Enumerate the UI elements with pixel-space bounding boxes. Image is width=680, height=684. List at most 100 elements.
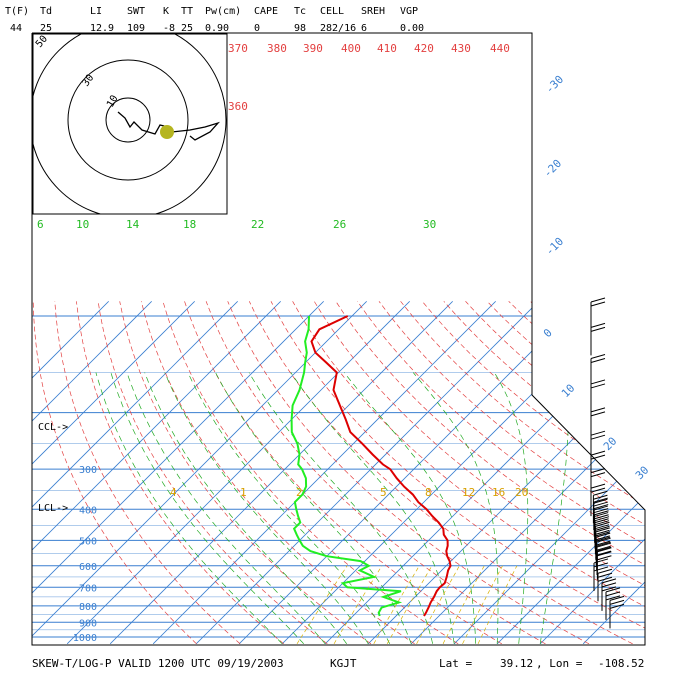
mixratio-label-0: 4 [170, 486, 177, 499]
dry-adiabat-290 [163, 301, 458, 644]
grid-layer [0, 301, 680, 644]
pressure-label-500: 500 [79, 536, 97, 547]
header-value-1: 25 [40, 23, 52, 34]
dry-adiabat-460 [530, 301, 680, 644]
footer-lat-value: 39.12 [500, 657, 533, 670]
moist-adiabat-40 [540, 373, 568, 644]
header-value-10: 6 [361, 23, 367, 34]
header-label-0: T(F) [5, 6, 29, 17]
header-value-9: 282/16 [320, 23, 356, 34]
dry-adiabat-470 [552, 301, 680, 644]
mixratio-label-1: 1 [240, 486, 247, 499]
isotherm-label--30: -30 [543, 73, 566, 96]
level-marker-1: LCL-> [38, 503, 68, 514]
dry-adiabat-300 [185, 301, 502, 644]
hodograph-box [33, 34, 227, 214]
theta-label-380: 380 [267, 42, 287, 55]
pressure-label-800: 800 [79, 602, 97, 613]
wind-barb-120 [591, 323, 605, 355]
pressure-label-700: 700 [79, 583, 97, 594]
isotherm-label-10: 10 [559, 382, 578, 401]
header-value-5: 25 [181, 23, 193, 34]
isotherm--30 [239, 301, 581, 643]
header-value-8: 98 [294, 23, 306, 34]
mixratio-label-7: 20 [515, 486, 528, 499]
isotherm--60 [110, 301, 452, 643]
theta-label-430: 430 [451, 42, 471, 55]
footer-station: KGJT [330, 657, 357, 670]
header-value-0: 44 [10, 23, 22, 34]
theta-label-360: 360 [228, 100, 248, 113]
moist-label-10: 10 [76, 218, 89, 231]
theta-label-440: 440 [490, 42, 510, 55]
header-value-6: 0.90 [205, 23, 229, 34]
wind-barb-850 [610, 596, 624, 628]
moist-label-30: 30 [423, 218, 436, 231]
footer-lon-value: -108.52 [598, 657, 644, 670]
wind-barb-180 [591, 380, 605, 412]
isotherm--120 [0, 301, 195, 643]
header-value-2: 12.9 [90, 23, 114, 34]
pressure-label-600: 600 [79, 562, 97, 573]
header-label-5: TT [181, 6, 193, 17]
dry-adiabat-450 [509, 301, 680, 644]
dry-adiabat-350 [293, 301, 680, 644]
mixratio-label-5: 12 [462, 486, 475, 499]
moist-adiabat-35 [494, 373, 527, 644]
mixratio-label-4: 8 [425, 486, 432, 499]
header-label-11: VGP [400, 6, 418, 17]
dry-adiabat-370 [336, 301, 680, 644]
pressure-label-1000: 1000 [73, 633, 97, 644]
isotherm--40 [196, 301, 538, 643]
moist-label-6: 6 [37, 218, 44, 231]
isotherm-label-0: 0 [541, 326, 555, 340]
moist-adiabat-25 [344, 373, 475, 644]
pressure-label-400: 400 [79, 505, 97, 516]
isotherm-label--20: -20 [541, 157, 564, 180]
theta-label-390: 390 [303, 42, 323, 55]
wind-barb-700 [598, 569, 612, 601]
mixing-ratio-16 [463, 566, 503, 644]
dry-adiabat-280 [141, 301, 414, 644]
dry-adiabat-310 [206, 301, 545, 644]
dry-adiabat-340 [271, 301, 676, 644]
moist-adiabat-10 [216, 373, 412, 644]
footer-lat-label: Lat = [439, 657, 472, 670]
header-value-11: 0.00 [400, 23, 424, 34]
isotherm-label-30: 30 [633, 464, 652, 483]
dry-adiabat-250 [76, 301, 283, 644]
moist-label-22: 22 [251, 218, 264, 231]
isotherm--70 [67, 301, 409, 643]
header-value-4: -8 [163, 23, 175, 34]
moist-adiabat--15 [111, 373, 304, 644]
dry-adiabat-380 [357, 301, 680, 644]
theta-label-400: 400 [341, 42, 361, 55]
moist-label-26: 26 [333, 218, 346, 231]
header-label-7: CAPE [254, 6, 278, 17]
header-label-3: SWT [127, 6, 145, 17]
isotherm-30 [497, 301, 680, 643]
header-label-6: Pw(cm) [205, 6, 241, 17]
footer-title: SKEW-T/LOG-P VALID 1200 UTC 09/19/2003 [32, 657, 284, 670]
header-label-8: Tc [294, 6, 306, 17]
theta-label-410: 410 [377, 42, 397, 55]
isotherm--20 [282, 301, 624, 643]
moist-label-18: 18 [183, 218, 196, 231]
header-value-7: 0 [254, 23, 260, 34]
theta-label-420: 420 [414, 42, 434, 55]
header-label-4: K [163, 6, 169, 17]
profile-line-0 [312, 316, 451, 616]
mixratio-label-6: 16 [492, 486, 505, 499]
dry-adiabat-360 [314, 301, 680, 644]
dry-adiabat-260 [98, 301, 327, 644]
isotherm-label--10: -10 [543, 235, 566, 258]
pressure-label-300: 300 [79, 465, 97, 476]
mixing-ratio-4 [374, 566, 420, 644]
isotherm-40 [540, 301, 680, 643]
header-label-1: Td [40, 6, 52, 17]
moist-adiabat-0 [165, 373, 369, 644]
level-marker-0: CCL-> [38, 422, 68, 433]
